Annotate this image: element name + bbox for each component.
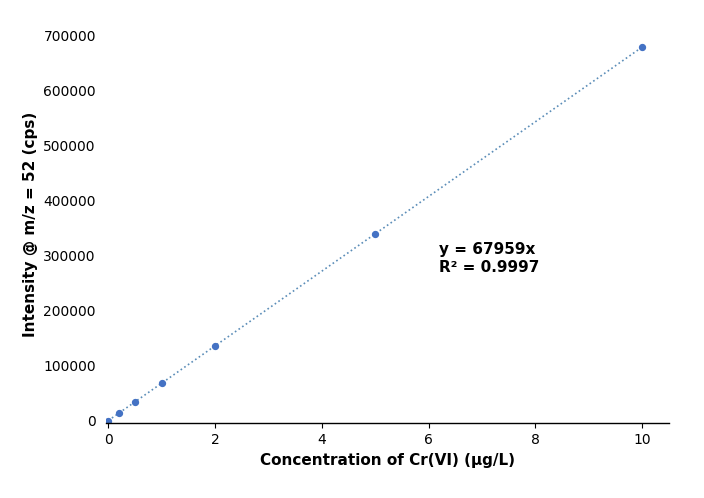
Text: y = 67959x
R² = 0.9997: y = 67959x R² = 0.9997 (439, 242, 540, 274)
Point (130, 398, 141, 406)
Point (209, 342, 220, 350)
Point (103, 416, 114, 424)
Point (156, 379, 168, 387)
Point (370, 230, 381, 238)
Y-axis label: Intensity @ m/z = 52 (cps): Intensity @ m/z = 52 (cps) (23, 112, 38, 337)
Point (113, 409, 125, 417)
X-axis label: Concentration of Cr(VI) (μg/L): Concentration of Cr(VI) (μg/L) (260, 453, 515, 468)
Point (636, 43, 648, 51)
